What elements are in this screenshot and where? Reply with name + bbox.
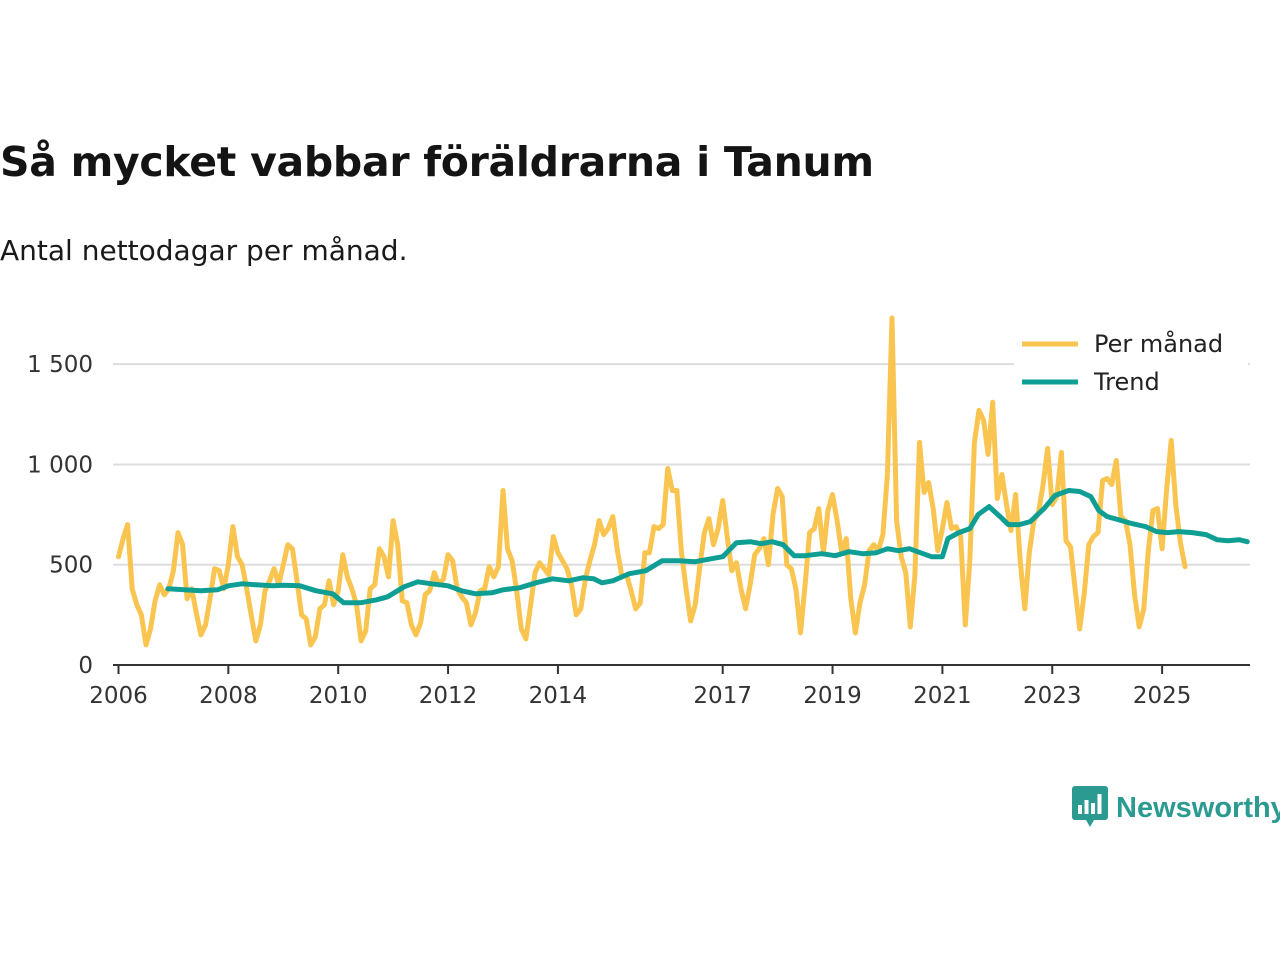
x-tick-label: 2021 bbox=[913, 683, 972, 709]
y-axis-tick-labels: 0 500 1 000 1 500 bbox=[27, 352, 93, 679]
x-tick-label: 2017 bbox=[693, 683, 752, 709]
newsworthy-logo: Newsworthy bbox=[1072, 786, 1280, 830]
chart-title: Så mycket vabbar föräldrarna i Tanum bbox=[0, 138, 874, 186]
brand-name: Newsworthy bbox=[1116, 791, 1280, 824]
x-tick-label: 2019 bbox=[803, 683, 862, 709]
bar-chart-speech-bubble-icon bbox=[1072, 786, 1108, 827]
x-tick-label: 2023 bbox=[1023, 683, 1082, 709]
x-tick-label: 2010 bbox=[309, 683, 368, 709]
y-tick-label: 1 500 bbox=[27, 352, 93, 378]
chart-subtitle: Antal nettodagar per månad. bbox=[0, 234, 408, 267]
legend: Per månad Trend bbox=[1014, 324, 1248, 396]
legend-label-per-manad: Per månad bbox=[1094, 329, 1223, 358]
y-tick-label: 500 bbox=[49, 553, 93, 579]
x-tick-label: 2008 bbox=[199, 683, 258, 709]
x-tick-label: 2012 bbox=[419, 683, 478, 709]
x-tick-label: 2025 bbox=[1133, 683, 1192, 709]
y-tick-label: 1 000 bbox=[27, 452, 93, 478]
y-tick-label: 0 bbox=[78, 653, 93, 679]
series-line-per-manad bbox=[116, 315, 1188, 648]
series-lines bbox=[116, 315, 1250, 648]
series-line-trend bbox=[165, 488, 1250, 606]
x-tick-label: 2006 bbox=[89, 683, 148, 709]
x-tick-label: 2014 bbox=[529, 683, 588, 709]
x-axis: 2006 2008 2010 2012 2014 2017 2019 2021 2023 2025 bbox=[89, 664, 1250, 709]
legend-label-trend: Trend bbox=[1093, 368, 1160, 396]
